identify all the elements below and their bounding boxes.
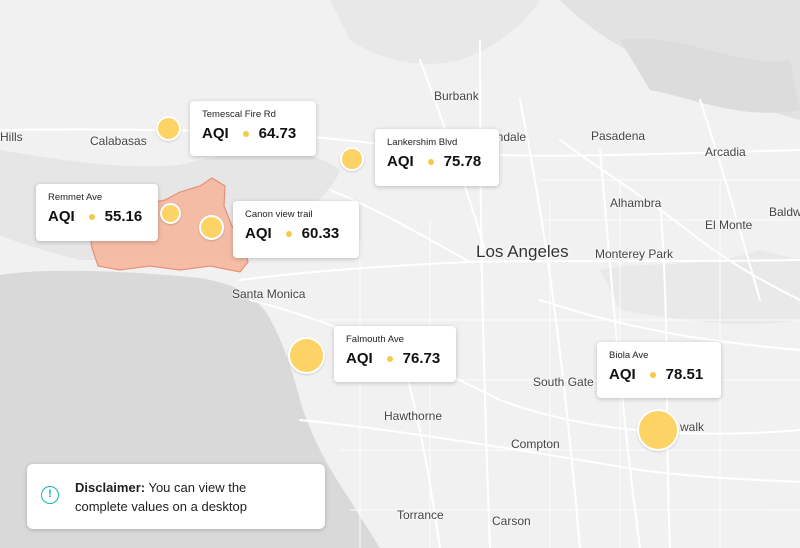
- aqi-label: AQI: [387, 153, 414, 170]
- station-name: Temescal Fire Rd: [202, 109, 276, 120]
- aqi-value: 75.78: [443, 153, 482, 170]
- place-calabasas: Calabasas: [90, 134, 147, 148]
- place-pasadena: Pasadena: [591, 129, 646, 143]
- aqi-dot-icon: [649, 371, 656, 378]
- disclaimer-text-2: complete values on a desktop: [75, 499, 247, 514]
- aqi-label: AQI: [609, 366, 636, 383]
- station-marker-remmet[interactable]: [160, 203, 181, 224]
- station-marker-falmouth[interactable]: [288, 337, 325, 374]
- place-alhambra: Alhambra: [610, 196, 662, 210]
- aqi-dot-icon: [427, 158, 434, 165]
- place-south-gate: South Gate: [533, 375, 594, 389]
- place-santa-monica: Santa Monica: [232, 287, 306, 301]
- aqi-dot-icon: [242, 130, 249, 137]
- place-hills: Hills: [0, 130, 23, 144]
- station-name: Canon view trail: [245, 209, 313, 220]
- station-name: Remmet Ave: [48, 192, 103, 203]
- aqi-label: AQI: [245, 225, 272, 242]
- place-hawthorne: Hawthorne: [384, 409, 443, 423]
- disclaimer-title: Disclaimer:: [75, 480, 146, 495]
- place-el-monte: El Monte: [705, 218, 753, 232]
- station-marker-biola[interactable]: [637, 409, 679, 451]
- station-card-biola[interactable]: Biola Ave AQI 78.51: [597, 342, 721, 398]
- place-los-angeles: Los Angeles: [476, 242, 569, 261]
- aqi-label: AQI: [202, 125, 229, 142]
- station-marker-canon-view[interactable]: [199, 215, 224, 240]
- station-card-temescal[interactable]: Temescal Fire Rd AQI 64.73: [190, 101, 316, 156]
- aqi-value: 64.73: [258, 125, 297, 142]
- station-card-canon-view[interactable]: Canon view trail AQI 60.33: [233, 201, 359, 258]
- aqi-value: 76.73: [402, 350, 441, 367]
- station-name: Falmouth Ave: [346, 334, 404, 345]
- aqi-dot-icon: [386, 355, 393, 362]
- disclaimer-line-1: Disclaimer: You can view the: [75, 478, 311, 497]
- station-marker-temescal[interactable]: [156, 116, 181, 141]
- aqi-value: 78.51: [665, 366, 704, 383]
- place-arcadia: Arcadia: [705, 145, 746, 159]
- place-carson: Carson: [492, 514, 531, 528]
- aqi-dot-icon: [88, 213, 95, 220]
- place-monterey-park: Monterey Park: [595, 247, 674, 261]
- aqi-value: 55.16: [104, 208, 143, 225]
- station-card-lankershim[interactable]: Lankershim Blvd AQI 75.78: [375, 129, 499, 186]
- aqi-dot-icon: [285, 230, 292, 237]
- disclaimer-box: ! Disclaimer: You can view the complete …: [27, 464, 325, 529]
- place-torrance: Torrance: [397, 508, 444, 522]
- station-name: Biola Ave: [609, 350, 649, 361]
- station-name: Lankershim Blvd: [387, 137, 458, 148]
- aqi-value: 60.33: [301, 225, 340, 242]
- station-card-remmet[interactable]: Remmet Ave AQI 55.16: [36, 184, 158, 241]
- station-card-falmouth[interactable]: Falmouth Ave AQI 76.73: [334, 326, 456, 382]
- place-compton: Compton: [511, 437, 560, 451]
- place-norwalk: walk: [680, 420, 705, 434]
- info-icon: !: [41, 486, 59, 504]
- aqi-label: AQI: [48, 208, 75, 225]
- place-baldwin: Baldw: [769, 205, 800, 219]
- disclaimer-text-1: You can view the: [145, 480, 247, 495]
- station-marker-lankershim[interactable]: [340, 147, 364, 171]
- place-burbank: Burbank: [434, 89, 479, 103]
- aqi-label: AQI: [346, 350, 373, 367]
